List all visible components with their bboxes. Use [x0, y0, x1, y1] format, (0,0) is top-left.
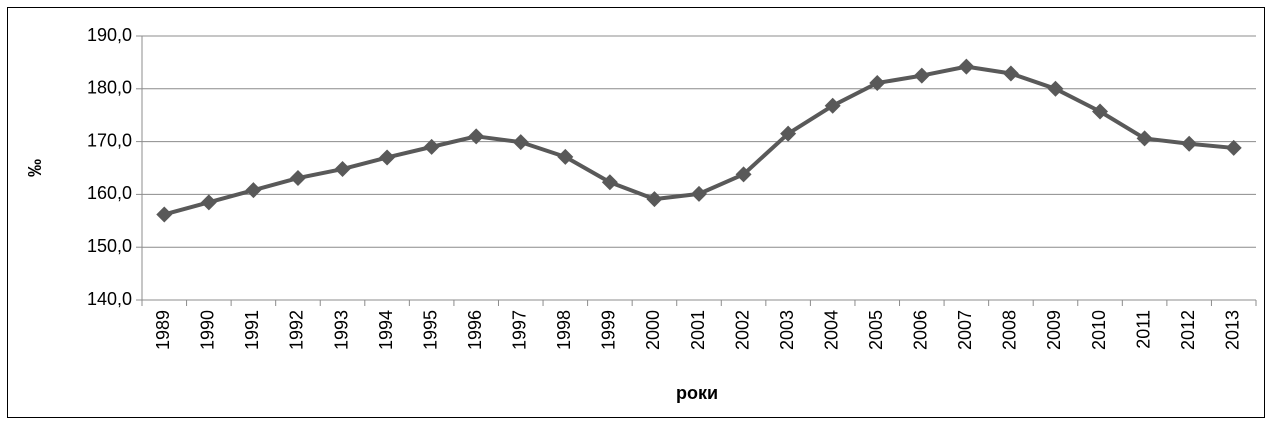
point-marker: [1002, 65, 1019, 82]
point-marker: [156, 206, 173, 223]
point-marker: [646, 191, 663, 208]
point-marker: [512, 134, 529, 151]
x-tick-label: 2005: [866, 310, 886, 350]
point-marker: [468, 128, 485, 145]
x-tick-label: 2008: [1000, 310, 1020, 350]
point-marker: [379, 149, 396, 166]
x-tick-label: 2010: [1089, 310, 1109, 350]
x-tick-label: 1995: [420, 310, 440, 350]
point-marker: [200, 194, 217, 211]
x-tick-label: 2000: [643, 310, 663, 350]
x-tick-label: 1991: [242, 310, 262, 350]
x-tick-label: 2002: [732, 310, 752, 350]
point-marker: [869, 74, 886, 91]
x-tick-label: 1998: [554, 310, 574, 350]
point-marker: [958, 58, 975, 75]
point-marker: [1136, 130, 1153, 147]
x-tick-label: 2013: [1222, 310, 1242, 350]
point-marker: [691, 185, 707, 202]
y-axis-label: ‰: [25, 159, 45, 177]
point-marker: [601, 174, 618, 191]
point-marker: [334, 161, 351, 178]
point-marker: [1181, 135, 1198, 152]
point-marker: [289, 170, 306, 187]
point-marker: [423, 138, 440, 155]
x-tick-label: 2007: [955, 310, 975, 350]
y-tick-label: 150,0: [87, 236, 132, 256]
x-tick-label: 2011: [1133, 310, 1153, 349]
x-tick-label: 2003: [777, 310, 797, 350]
x-tick-label: 1990: [198, 310, 218, 350]
x-axis-label: роки: [676, 383, 718, 403]
point-marker: [557, 148, 574, 165]
point-marker: [913, 67, 930, 84]
y-tick-label: 180,0: [87, 78, 132, 98]
point-marker: [824, 97, 841, 114]
y-tick-label: 160,0: [87, 183, 132, 203]
x-tick-label: 2004: [821, 310, 841, 350]
chart-frame: [7, 7, 1265, 418]
x-tick-label: 1997: [510, 310, 530, 350]
x-tick-label: 2001: [688, 310, 708, 350]
x-tick-label: 1993: [331, 310, 351, 350]
point-marker: [245, 182, 262, 199]
point-marker: [780, 125, 797, 142]
point-marker: [1047, 80, 1064, 97]
point-marker: [735, 166, 752, 183]
point-marker: [1225, 139, 1242, 156]
x-tick-label: 1999: [599, 310, 619, 350]
x-tick-label: 2009: [1044, 310, 1064, 350]
x-tick-label: 1996: [465, 310, 485, 350]
point-marker: [1092, 103, 1109, 120]
x-tick-label: 1992: [287, 310, 307, 350]
x-tick-label: 2006: [911, 310, 931, 350]
x-tick-label: 1989: [153, 310, 173, 350]
y-tick-label: 140,0: [87, 289, 132, 309]
y-tick-label: 190,0: [87, 25, 132, 45]
x-tick-label: 1994: [376, 310, 396, 350]
x-tick-label: 2012: [1178, 310, 1198, 350]
y-tick-label: 170,0: [87, 130, 132, 150]
